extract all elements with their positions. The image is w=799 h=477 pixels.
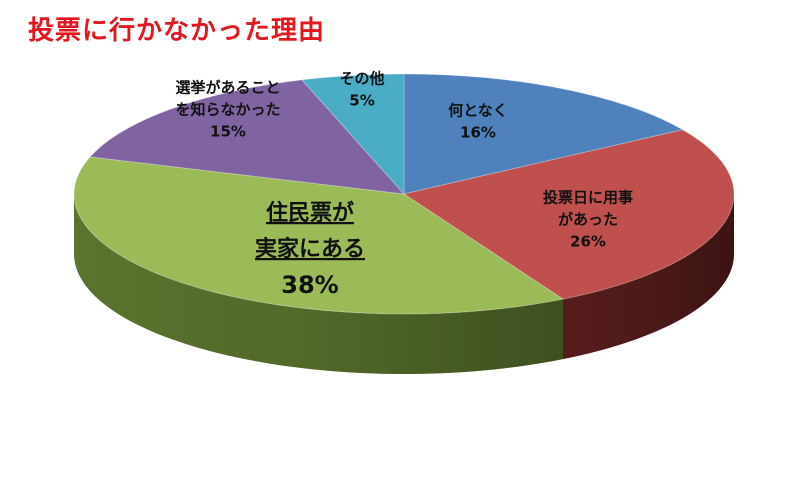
slice-juminhyo-percent: 38%: [281, 271, 338, 299]
slice-nantonaku-label-line: 何となく: [448, 102, 508, 120]
slice-youji-percent: 26%: [570, 233, 606, 251]
slice-shiranakatta-label-line: を知らなかった: [175, 101, 280, 119]
slice-sonota-label: その他 5%: [339, 70, 384, 110]
chart-title: 投票に行かなかった理由: [28, 16, 326, 46]
slice-juminhyo: [73, 156, 565, 315]
slice-youji-side-shade: [562, 194, 734, 360]
slice-shiranakatta-percent: 15%: [210, 123, 246, 141]
slice-shiranakatta-label-line: 選挙があること: [175, 79, 280, 97]
slice-sonota-percent: 5%: [349, 92, 374, 110]
slice-shiranakatta: [89, 79, 406, 195]
slice-youji-label-line: 投票日に用事: [543, 189, 633, 207]
slice-youji-label-line: があった: [558, 211, 618, 229]
slice-juminhyo-side-shade: [74, 194, 563, 374]
slice-juminhyo-label-line: 実家にある: [255, 236, 365, 262]
slice-nantonaku-percent: 16%: [460, 124, 496, 142]
slice-nantonaku: [403, 73, 684, 195]
slice-sonota: [301, 73, 405, 196]
slice-nantonaku-label: 何となく 16%: [448, 102, 508, 142]
slice-sonota-label-line: その他: [339, 70, 384, 88]
slice-youji: [402, 129, 735, 300]
slice-juminhyo-label-line: 住民票が: [266, 200, 354, 226]
